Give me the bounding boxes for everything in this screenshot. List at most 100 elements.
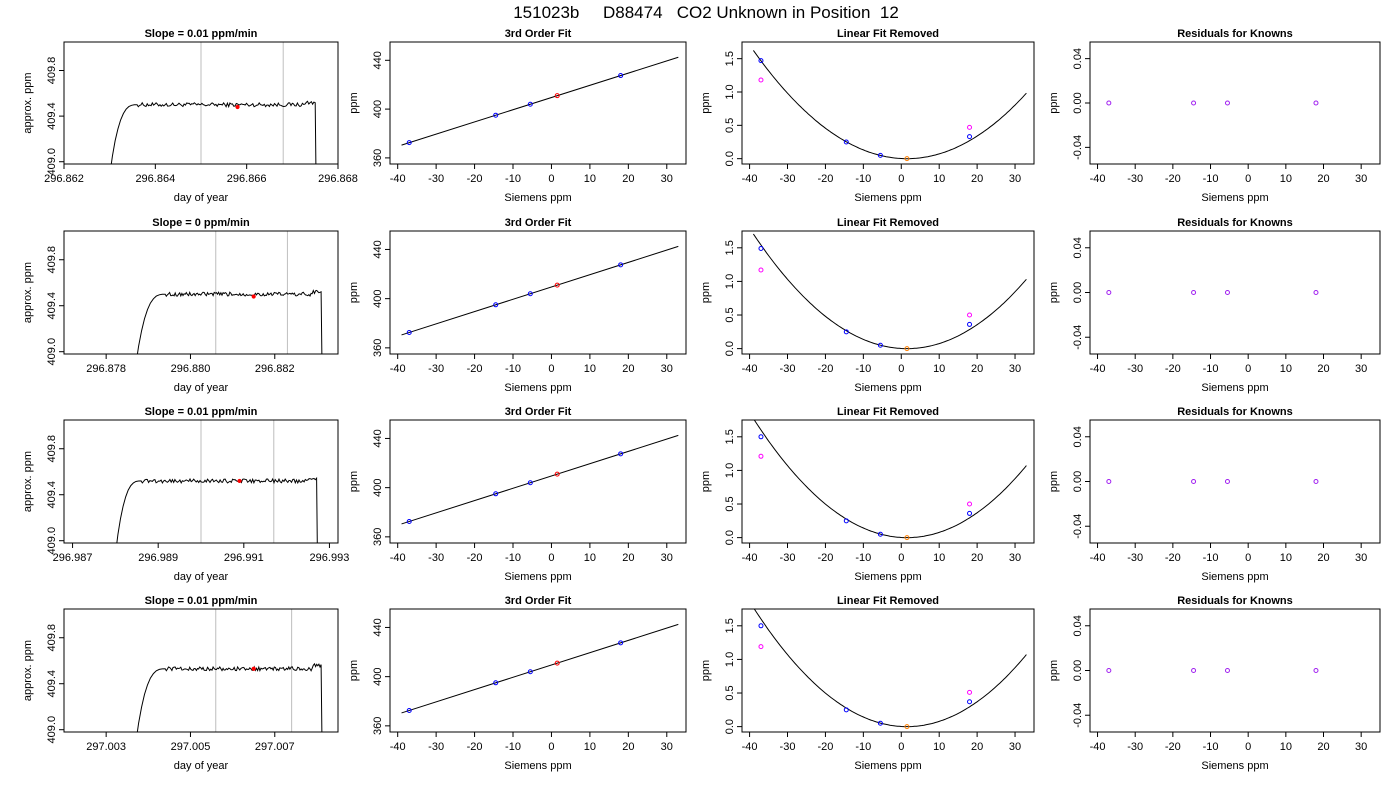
y-tick-label: 0.0 xyxy=(724,151,736,166)
x-tick-label: -20 xyxy=(467,363,483,375)
y-tick-label: 409.8 xyxy=(46,246,58,274)
y-tick-label: 0.5 xyxy=(724,496,736,511)
plot-frame xyxy=(1089,41,1381,165)
panel-title: Slope = 0.01 ppm/min xyxy=(145,595,258,607)
x-tick-label: 0 xyxy=(548,173,554,185)
x-tick-label: 296.991 xyxy=(224,552,264,564)
x-tick-label: 296.993 xyxy=(310,552,350,564)
x-tick-label: 0 xyxy=(1245,173,1251,185)
analyzer-trace-line xyxy=(116,476,318,543)
y-tick-label: 360 xyxy=(372,717,384,735)
y-tick-label: 440 xyxy=(372,429,384,447)
x-tick-label: -30 xyxy=(1127,741,1143,753)
plot-area xyxy=(136,231,323,354)
panel-title: Residuals for Knowns xyxy=(1177,595,1293,607)
x-tick-label: -10 xyxy=(855,363,871,375)
known-point xyxy=(618,451,624,457)
residual-point xyxy=(1224,100,1230,106)
raw-point xyxy=(967,312,973,318)
panel-title: Linear Fit Removed xyxy=(837,595,939,607)
panel-title: 3rd Order Fit xyxy=(505,217,572,229)
plot-frame xyxy=(1089,419,1381,544)
x-tick-label: 20 xyxy=(1317,552,1329,564)
y-tick-label: 0.00 xyxy=(1072,471,1084,492)
x-tick-label: 296.868 xyxy=(318,173,358,185)
residual-point xyxy=(1191,290,1197,295)
y-tick-label: 0.04 xyxy=(1072,426,1084,447)
plot-area xyxy=(401,623,679,714)
y-tick-label: 409.0 xyxy=(46,527,58,555)
y-tick-label: 1.5 xyxy=(724,51,736,66)
known-point xyxy=(618,640,624,646)
y-tick-label: 0.04 xyxy=(1072,48,1084,69)
panel-title: Linear Fit Removed xyxy=(837,28,939,40)
y-tick-label: 0.0 xyxy=(724,719,736,734)
x-tick-label: 30 xyxy=(1009,552,1021,564)
known-point xyxy=(877,531,883,537)
panel-fit-row-3: 3rd Order Fit -40 -30 -20 -10 0 10 20 30 360 400 44… xyxy=(348,406,687,583)
unknown-point xyxy=(554,471,560,477)
x-tick-label: -10 xyxy=(855,173,871,185)
unknown-point xyxy=(554,660,560,666)
x-tick-label: 297.005 xyxy=(171,741,211,753)
unknown-point xyxy=(904,346,910,352)
known-point xyxy=(843,518,849,524)
x-tick-label: 30 xyxy=(1009,741,1021,753)
x-tick-label: 30 xyxy=(1009,363,1021,375)
y-tick-label: 0.0 xyxy=(724,530,736,545)
plot-frame xyxy=(389,230,687,355)
residual-point xyxy=(1313,479,1319,484)
plot-frame xyxy=(741,230,1035,355)
known-point xyxy=(618,73,624,79)
panel-trace-row-1: Slope = 0.01 ppm/min 296.862 296.864 296.86… xyxy=(22,28,358,204)
x-tick-label: -10 xyxy=(1203,741,1219,753)
x-tick-label: 30 xyxy=(1355,173,1367,185)
x-tick-label: -40 xyxy=(742,741,758,753)
x-tick-label: -10 xyxy=(505,552,521,564)
quadratic-curve xyxy=(752,50,1027,160)
x-tick-label: 296.880 xyxy=(171,363,211,375)
x-tick-label: 30 xyxy=(661,741,673,753)
x-axis-label: Siemens ppm xyxy=(504,382,571,394)
known-point xyxy=(967,134,973,140)
x-tick-label: -20 xyxy=(1165,363,1181,375)
plot-area xyxy=(752,233,1027,352)
x-tick-label: 20 xyxy=(622,741,634,753)
x-tick-label: 10 xyxy=(584,741,596,753)
sample-marker xyxy=(235,104,240,110)
x-tick-label: -30 xyxy=(780,741,796,753)
known-point xyxy=(493,112,499,118)
plot-frame xyxy=(741,41,1035,165)
y-tick-label: 1.5 xyxy=(724,429,736,444)
x-axis-label: Siemens ppm xyxy=(1201,382,1268,394)
y-tick-label: 0.04 xyxy=(1072,237,1084,258)
x-tick-label: 20 xyxy=(1317,741,1329,753)
x-tick-label: -30 xyxy=(1127,552,1143,564)
x-tick-label: 10 xyxy=(1280,552,1292,564)
y-axis-label: ppm xyxy=(348,92,360,113)
y-tick-label: 0.5 xyxy=(724,118,736,133)
known-point xyxy=(843,139,849,145)
residual-point xyxy=(1106,479,1112,484)
x-tick-label: 10 xyxy=(1280,363,1292,375)
known-point xyxy=(527,669,533,675)
known-point xyxy=(877,720,883,726)
known-point xyxy=(493,680,499,686)
x-tick-label: 296.987 xyxy=(53,552,93,564)
y-tick-label: 409.0 xyxy=(46,716,58,744)
x-tick-label: 296.866 xyxy=(227,173,267,185)
x-tick-label: 30 xyxy=(1009,173,1021,185)
sample-marker xyxy=(251,666,256,671)
y-tick-label: -0.04 xyxy=(1072,703,1084,728)
panel-grid: Slope = 0.01 ppm/min 296.862 296.864 296.86… xyxy=(22,28,1381,772)
known-point xyxy=(618,262,624,268)
x-tick-label: 20 xyxy=(971,552,983,564)
x-tick-label: 0 xyxy=(548,552,554,564)
sample-marker xyxy=(237,478,242,484)
y-tick-label: 360 xyxy=(372,339,384,357)
x-tick-label: 20 xyxy=(971,363,983,375)
x-tick-label: -40 xyxy=(390,741,406,753)
x-tick-label: 20 xyxy=(971,741,983,753)
page-title: 151023b D88474 CO2 Unknown in Position 1… xyxy=(513,3,899,22)
y-tick-label: 409.8 xyxy=(46,624,58,652)
